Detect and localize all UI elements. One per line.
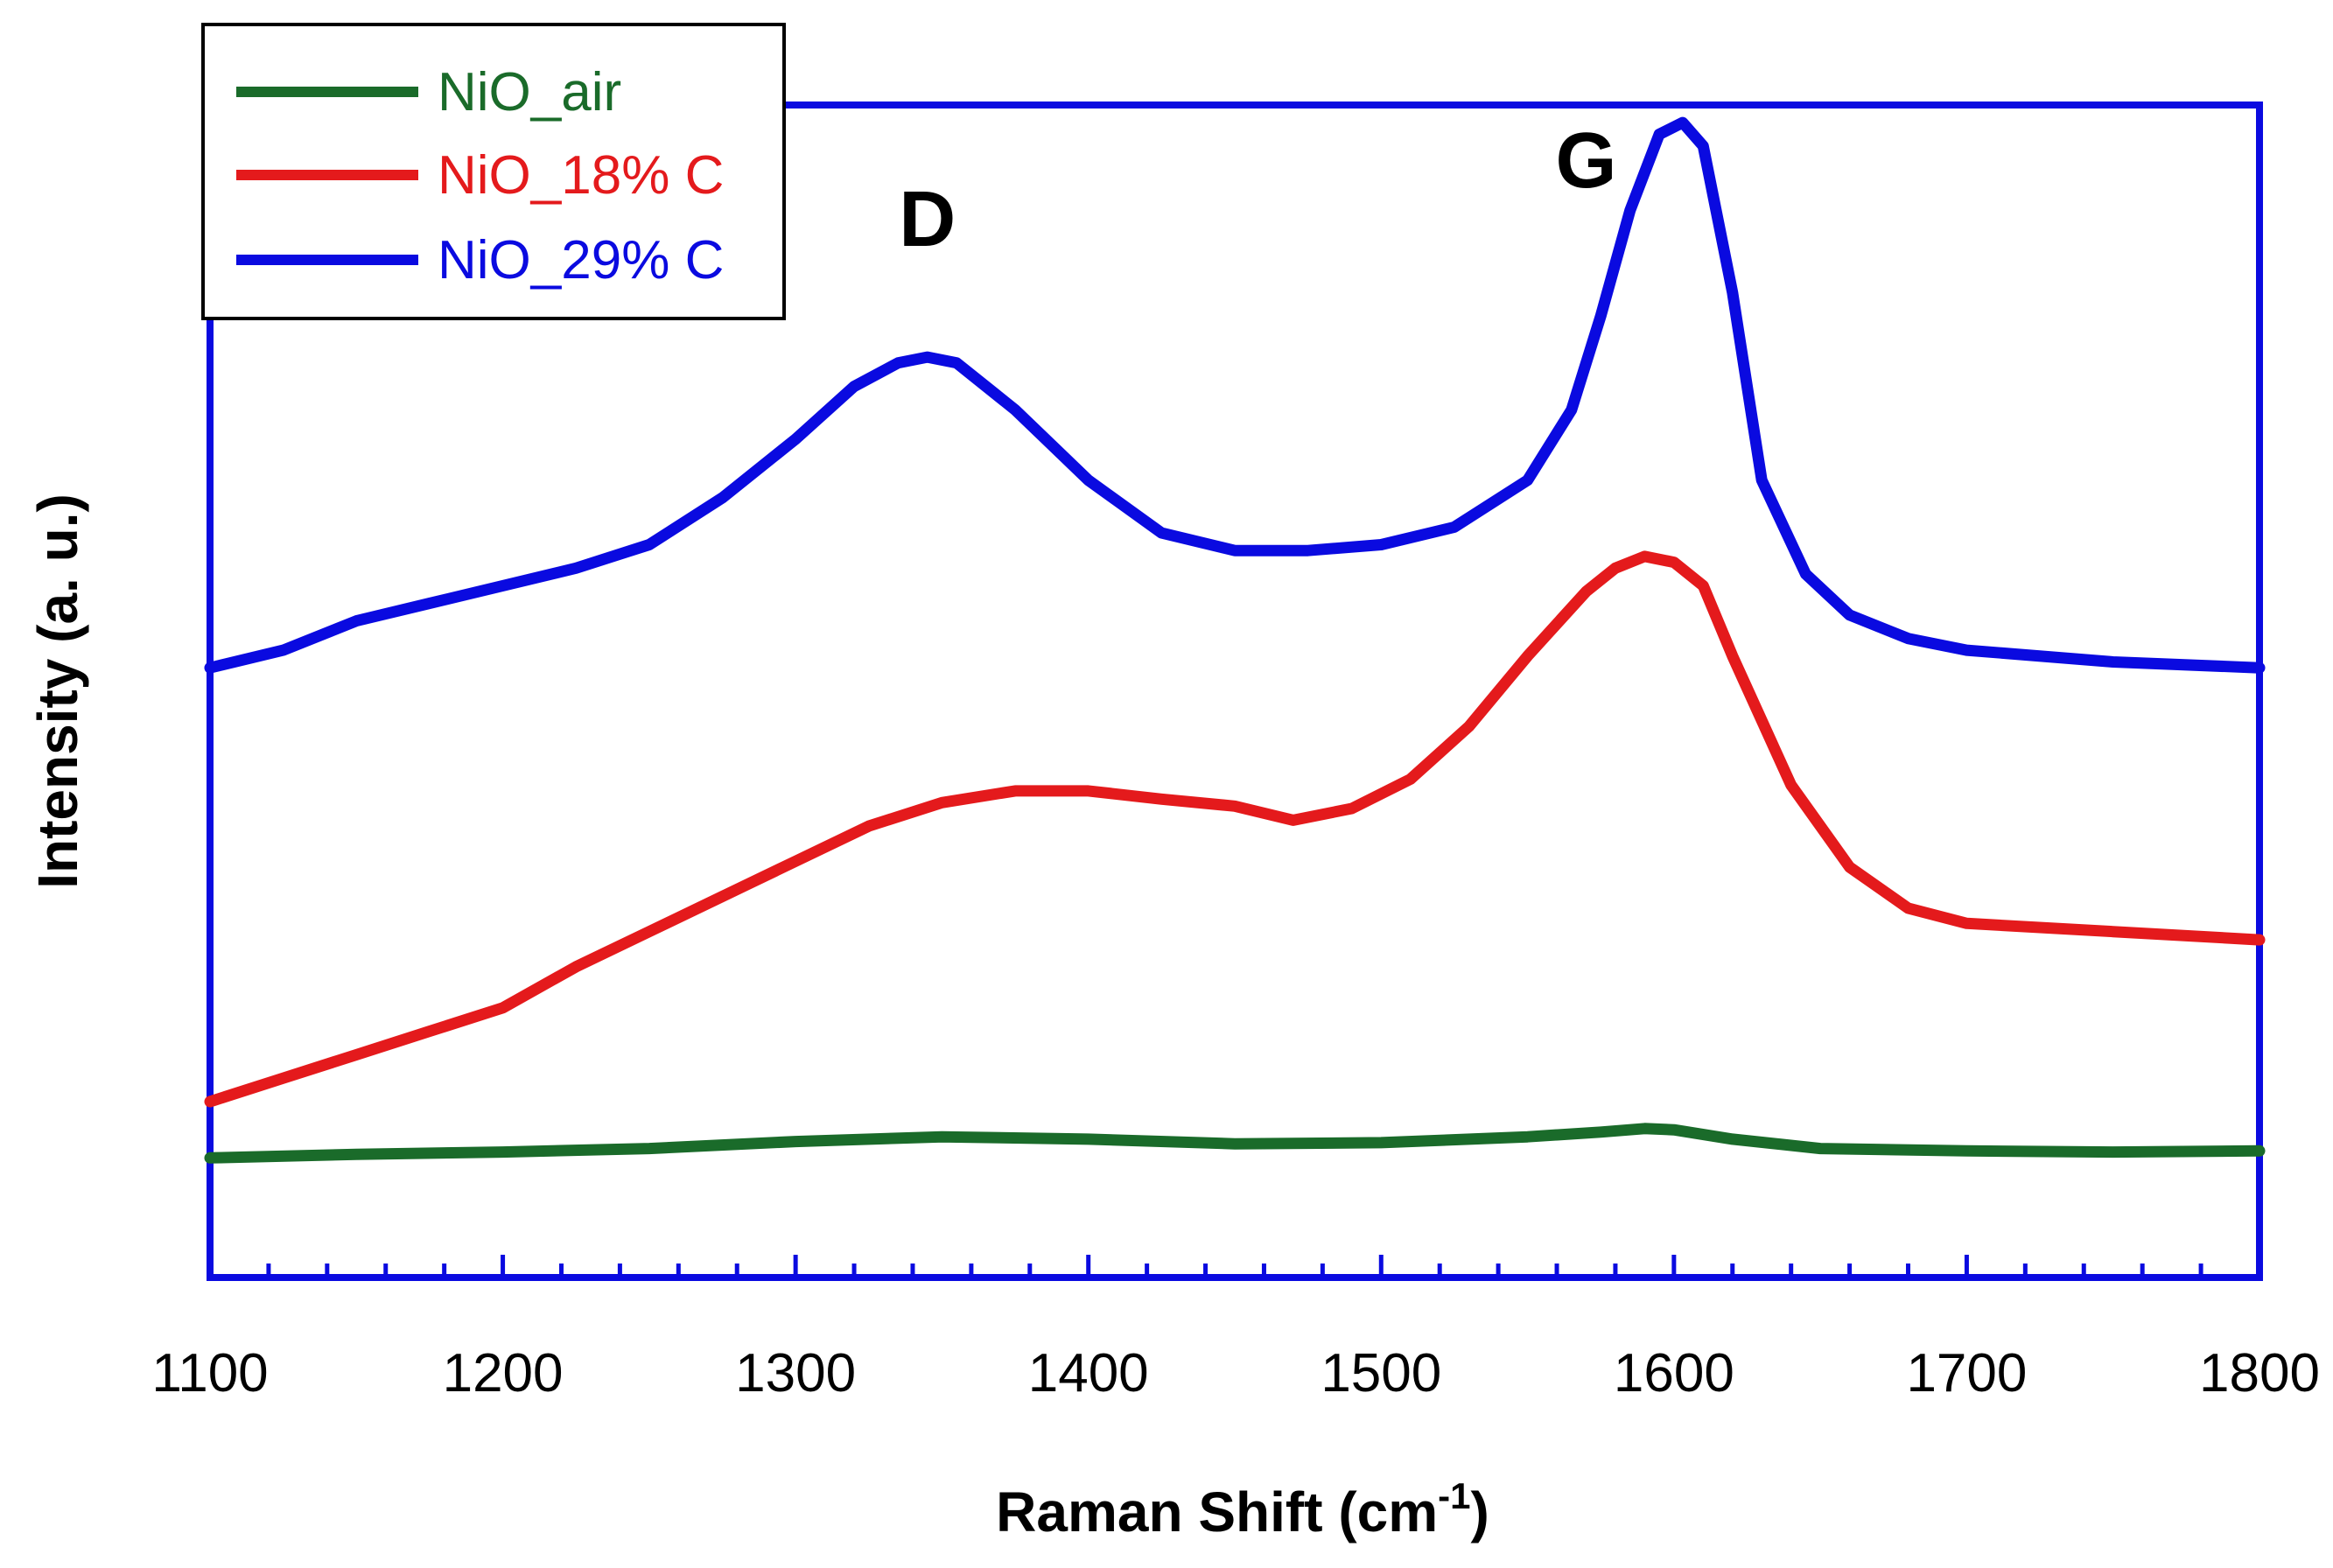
legend: NiO_air NiO_18% C NiO_29% C	[201, 23, 786, 320]
x-tick-label: 1100	[151, 1343, 268, 1404]
series-lines	[204, 116, 2266, 1164]
x-tick-label: 1700	[1906, 1343, 2027, 1404]
x-axis-title-sup: -1	[1438, 1475, 1470, 1516]
x-tick-label: 1400	[1028, 1343, 1149, 1404]
series-line-2	[204, 116, 2266, 674]
plot-frame	[207, 102, 2263, 1281]
x-axis-title-main: Raman Shift (cm	[996, 1480, 1438, 1544]
x-axis-title-suffix: )	[1471, 1480, 1489, 1544]
peak-annotations: DG	[899, 117, 1616, 263]
x-tick-label: 1500	[1321, 1343, 1441, 1404]
x-axis-title: Raman Shift (cm-1)	[996, 1475, 1489, 1544]
series-line-0	[204, 1123, 2266, 1164]
legend-label-nio-29c: NiO_29% C	[438, 230, 724, 290]
peak-label-D: D	[899, 176, 956, 263]
x-axis-tick-labels: 1100 1200 1300 1400 1500 1600 1700 1800	[151, 1343, 2320, 1404]
peak-label-G: G	[1555, 117, 1616, 205]
legend-label-nio-18c: NiO_18% C	[438, 145, 724, 206]
x-axis-ticks	[207, 1255, 2262, 1278]
x-tick-label: 1600	[1614, 1343, 1734, 1404]
x-tick-label: 1200	[443, 1343, 564, 1404]
legend-label-nio-air: NiO_air	[438, 62, 621, 122]
x-tick-label: 1800	[2199, 1343, 2320, 1404]
x-tick-label: 1300	[735, 1343, 856, 1404]
series-line-1	[204, 550, 2266, 1108]
y-axis-title: Intensity (a. u.)	[26, 494, 89, 889]
